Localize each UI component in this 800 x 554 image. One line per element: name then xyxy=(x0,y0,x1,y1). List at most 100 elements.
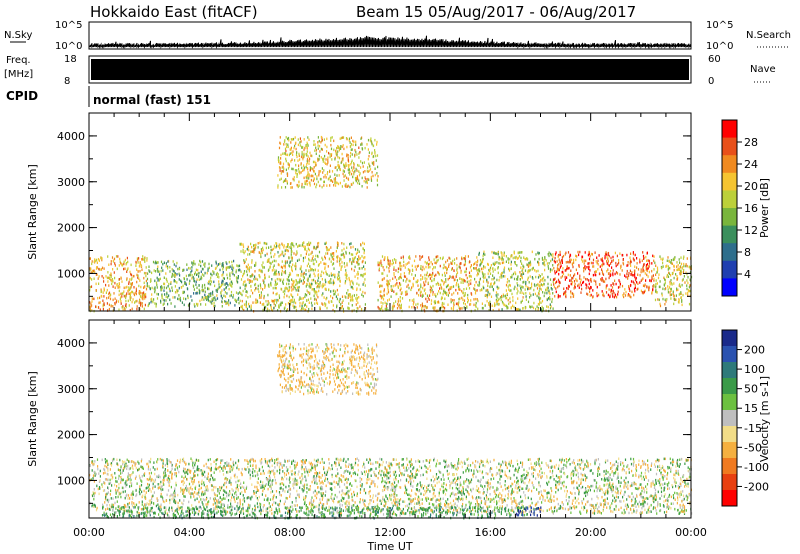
power-cell xyxy=(508,283,510,287)
velocity-cell xyxy=(201,501,203,504)
power-cell xyxy=(459,277,461,280)
power-cell xyxy=(317,141,319,144)
power-cell xyxy=(504,275,506,278)
power-cell xyxy=(606,260,608,263)
power-cell xyxy=(259,268,261,272)
power-cell xyxy=(134,301,136,304)
power-cell xyxy=(117,255,119,258)
power-cell xyxy=(460,269,462,273)
power-cell xyxy=(362,247,364,251)
velocity-cell xyxy=(643,502,645,505)
power-cell xyxy=(443,291,446,294)
power-cell xyxy=(151,299,153,302)
power-cell xyxy=(521,299,523,302)
power-cell xyxy=(342,144,344,147)
velocity-cell xyxy=(160,503,162,506)
power-cell xyxy=(624,294,627,297)
power-cell xyxy=(552,280,554,284)
power-cell xyxy=(364,146,366,150)
power-cell xyxy=(112,285,114,288)
power-cell xyxy=(605,291,608,294)
power-cell xyxy=(610,256,612,260)
power-cell xyxy=(121,292,123,295)
velocity-cell xyxy=(157,458,159,461)
power-cell xyxy=(673,276,675,280)
power-cell xyxy=(284,289,286,293)
velocity-cell xyxy=(520,511,522,514)
power-cell xyxy=(488,268,490,272)
velocity-cell xyxy=(532,475,534,478)
power-cell xyxy=(299,141,301,144)
power-cell xyxy=(315,163,317,167)
velocity-cell xyxy=(635,464,637,467)
power-cell xyxy=(348,293,350,296)
power-cell xyxy=(185,282,187,285)
power-cell xyxy=(372,144,375,147)
power-cell xyxy=(100,294,102,298)
power-cell xyxy=(538,298,541,301)
power-cell xyxy=(158,278,160,281)
power-cell xyxy=(639,274,641,277)
power-cell xyxy=(115,300,117,304)
power-cell xyxy=(449,257,451,260)
power-cell xyxy=(462,281,464,284)
power-cell xyxy=(376,179,378,182)
power-cell xyxy=(339,280,341,283)
power-cell xyxy=(228,287,230,291)
velocity-cell xyxy=(148,460,150,463)
power-cell xyxy=(380,284,382,288)
power-cell xyxy=(108,303,110,307)
power-cell xyxy=(671,262,673,265)
power-cell xyxy=(513,305,515,309)
power-cell xyxy=(144,259,146,262)
power-cell xyxy=(605,277,607,281)
power-cell xyxy=(585,277,587,281)
power-cell xyxy=(482,274,485,277)
velocity-cell xyxy=(143,505,145,508)
velocity-cell xyxy=(233,495,235,499)
power-cell xyxy=(450,286,452,289)
velocity-cell xyxy=(259,483,261,487)
power-cell xyxy=(303,153,305,156)
power-cell xyxy=(156,297,159,300)
power-cell xyxy=(279,136,281,139)
power-cell xyxy=(136,307,138,311)
velocity-cell xyxy=(512,508,514,512)
power-cell xyxy=(237,264,239,268)
power-cell xyxy=(500,251,502,254)
power-cell xyxy=(477,283,479,287)
power-cell xyxy=(231,271,233,274)
power-cell xyxy=(250,250,252,253)
power-cell xyxy=(336,260,338,263)
power-cell xyxy=(201,298,203,301)
power-cell xyxy=(489,266,492,270)
power-cell xyxy=(112,268,114,271)
power-cell xyxy=(282,162,285,166)
power-cell xyxy=(345,137,348,140)
power-cell xyxy=(321,148,323,151)
power-cell xyxy=(325,297,327,301)
power-cell xyxy=(229,301,231,305)
power-cell xyxy=(356,261,358,264)
power-cell xyxy=(428,298,430,301)
power-cell xyxy=(466,280,468,284)
power-cell xyxy=(599,265,601,268)
power-cell xyxy=(290,245,292,249)
power-cell xyxy=(323,262,325,265)
power-cell xyxy=(438,273,440,276)
power-cell xyxy=(145,266,147,269)
power-cell xyxy=(421,255,424,258)
power-cell xyxy=(222,271,224,274)
power-cell xyxy=(126,285,128,289)
power-cell xyxy=(354,265,356,269)
power-cell xyxy=(140,301,142,305)
power-cell xyxy=(509,257,511,261)
power-cell xyxy=(312,167,314,171)
power-cell xyxy=(314,149,316,152)
power-cell xyxy=(100,268,102,271)
power-colorbar-block xyxy=(722,278,737,297)
power-cell xyxy=(292,137,295,141)
velocity-cell xyxy=(537,500,539,504)
power-cell xyxy=(286,287,288,290)
power-cell xyxy=(555,251,557,254)
